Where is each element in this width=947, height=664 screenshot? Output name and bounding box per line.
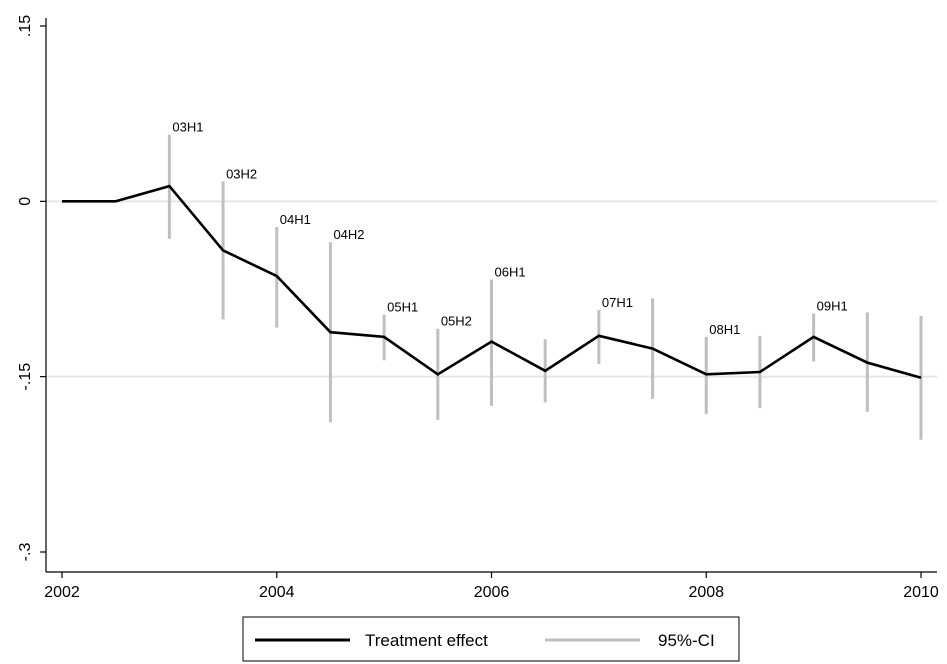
line-layer	[62, 184, 922, 380]
point-label-1: 03H2	[226, 166, 257, 181]
label-layer: 03H1 03H2 04H1 04H2 05H1 05H2 06H1 07H1 08H1 09H1	[172, 120, 847, 337]
y-tick-label-3: .15	[17, 15, 34, 37]
x-tick-label-4: 2010	[903, 584, 939, 601]
x-tick-label-2: 2006	[474, 584, 510, 601]
axis-layer: -.3 -.15 0 .15 2002 2004 2006 2008 2010	[17, 15, 939, 601]
x-tick-label-1: 2004	[259, 584, 295, 601]
point-label-8: 08H1	[709, 322, 740, 337]
ci-layer	[167, 134, 923, 440]
point-label-2: 04H1	[280, 212, 311, 227]
treatment-effect-line	[62, 184, 922, 380]
y-tick-label-0: -.3	[17, 543, 34, 562]
legend-label-treatment-effect: Treatment effect	[365, 631, 488, 650]
legend-label-ci: 95%-CI	[658, 631, 715, 650]
y-tick-label-1: -.15	[17, 363, 34, 391]
y-tick-label-2: 0	[17, 197, 34, 206]
point-label-5: 05H2	[441, 314, 472, 329]
x-tick-label-3: 2008	[688, 584, 724, 601]
point-label-7: 07H1	[602, 295, 633, 310]
x-tick-label-0: 2002	[44, 584, 80, 601]
point-label-0: 03H1	[172, 120, 203, 135]
legend: Treatment effect 95%-CI	[242, 616, 740, 662]
point-label-4: 05H1	[387, 300, 418, 315]
point-label-3: 04H2	[333, 227, 364, 242]
point-label-6: 06H1	[495, 265, 526, 280]
point-label-9: 09H1	[817, 299, 848, 314]
